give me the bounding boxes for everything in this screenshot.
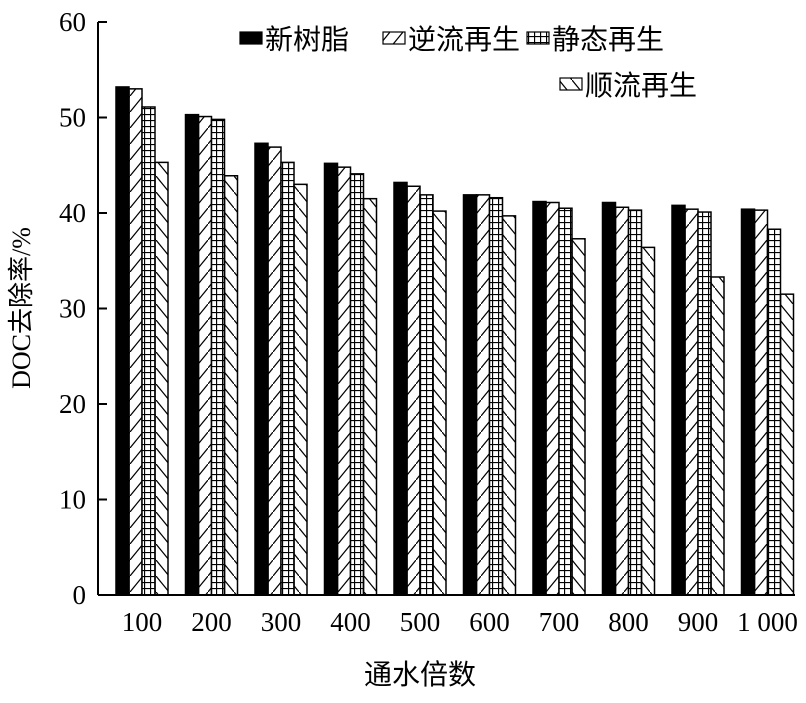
bar-0-2 <box>254 142 269 596</box>
bar-2-2 <box>280 161 295 596</box>
y-tick-label: 60 <box>59 7 86 37</box>
bar-1-2 <box>267 146 282 596</box>
bar-0-8 <box>671 204 686 596</box>
bar-0-4 <box>393 181 408 596</box>
legend-swatch-3 <box>559 77 583 91</box>
legend-swatch-1 <box>382 31 406 45</box>
bar-3-1 <box>223 175 239 596</box>
x-tick-label: 400 <box>330 607 371 637</box>
y-axis-label: DOC去除率/% <box>7 227 36 389</box>
bar-0-9 <box>740 208 756 596</box>
y-tick-label: 0 <box>73 580 87 610</box>
bar-3-8 <box>710 276 725 596</box>
bar-3-4 <box>432 210 447 596</box>
bar-2-4 <box>419 194 434 596</box>
bar-0-3 <box>323 162 339 596</box>
x-tick-label: 200 <box>191 607 232 637</box>
bar-3-2 <box>293 183 308 596</box>
bar-2-7 <box>627 209 643 596</box>
bar-3-6 <box>571 238 586 596</box>
bar-0-0 <box>115 86 130 596</box>
y-tick-label: 50 <box>59 103 86 133</box>
x-tick-label: 700 <box>539 607 580 637</box>
bar-1-6 <box>545 201 560 596</box>
bar-3-7 <box>640 246 656 596</box>
bar-1-7 <box>614 206 630 596</box>
y-tick-label: 20 <box>59 389 86 419</box>
legend-label-0: 新树脂 <box>265 24 349 56</box>
y-tick-label: 30 <box>59 294 86 324</box>
bar-2-9 <box>766 228 782 596</box>
legend-swatch-0 <box>239 31 263 45</box>
legend-label-2: 静态再生 <box>552 24 664 56</box>
x-tick-label: 100 <box>122 607 163 637</box>
bar-2-5 <box>488 196 504 596</box>
x-tick-label: 800 <box>608 607 649 637</box>
bar-0-7 <box>601 201 617 596</box>
bar-0-6 <box>532 200 547 596</box>
bar-1-9 <box>753 209 769 596</box>
x-tick-label: 300 <box>261 607 302 637</box>
bar-3-5 <box>501 215 517 596</box>
bar-3-9 <box>779 293 795 596</box>
bar-2-0 <box>141 106 156 596</box>
legend-label-1: 逆流再生 <box>408 24 520 56</box>
bar-1-1 <box>197 115 213 596</box>
bar-2-8 <box>697 211 712 596</box>
legend-label-3: 顺流再生 <box>585 70 697 102</box>
x-tick-label: 1 000 <box>737 607 798 637</box>
bar-1-0 <box>128 88 143 596</box>
y-tick-label: 40 <box>59 198 86 228</box>
y-tick-label: 10 <box>59 485 86 515</box>
x-tick-label: 600 <box>469 607 510 637</box>
bar-1-3 <box>336 166 352 596</box>
bar-0-1 <box>184 113 200 596</box>
bar-0-5 <box>462 194 478 596</box>
x-tick-label: 500 <box>400 607 441 637</box>
x-axis-label: 通水倍数 <box>364 659 476 691</box>
bar-2-3 <box>349 173 365 596</box>
bar-3-0 <box>154 161 169 596</box>
bar-2-1 <box>210 118 226 596</box>
bar-1-5 <box>475 194 491 596</box>
x-tick-label: 900 <box>678 607 719 637</box>
bar-3-3 <box>362 197 378 596</box>
legend-swatch-2 <box>526 31 550 45</box>
bar-2-6 <box>558 207 573 596</box>
bar-1-4 <box>406 185 421 596</box>
bar-1-8 <box>684 208 699 596</box>
